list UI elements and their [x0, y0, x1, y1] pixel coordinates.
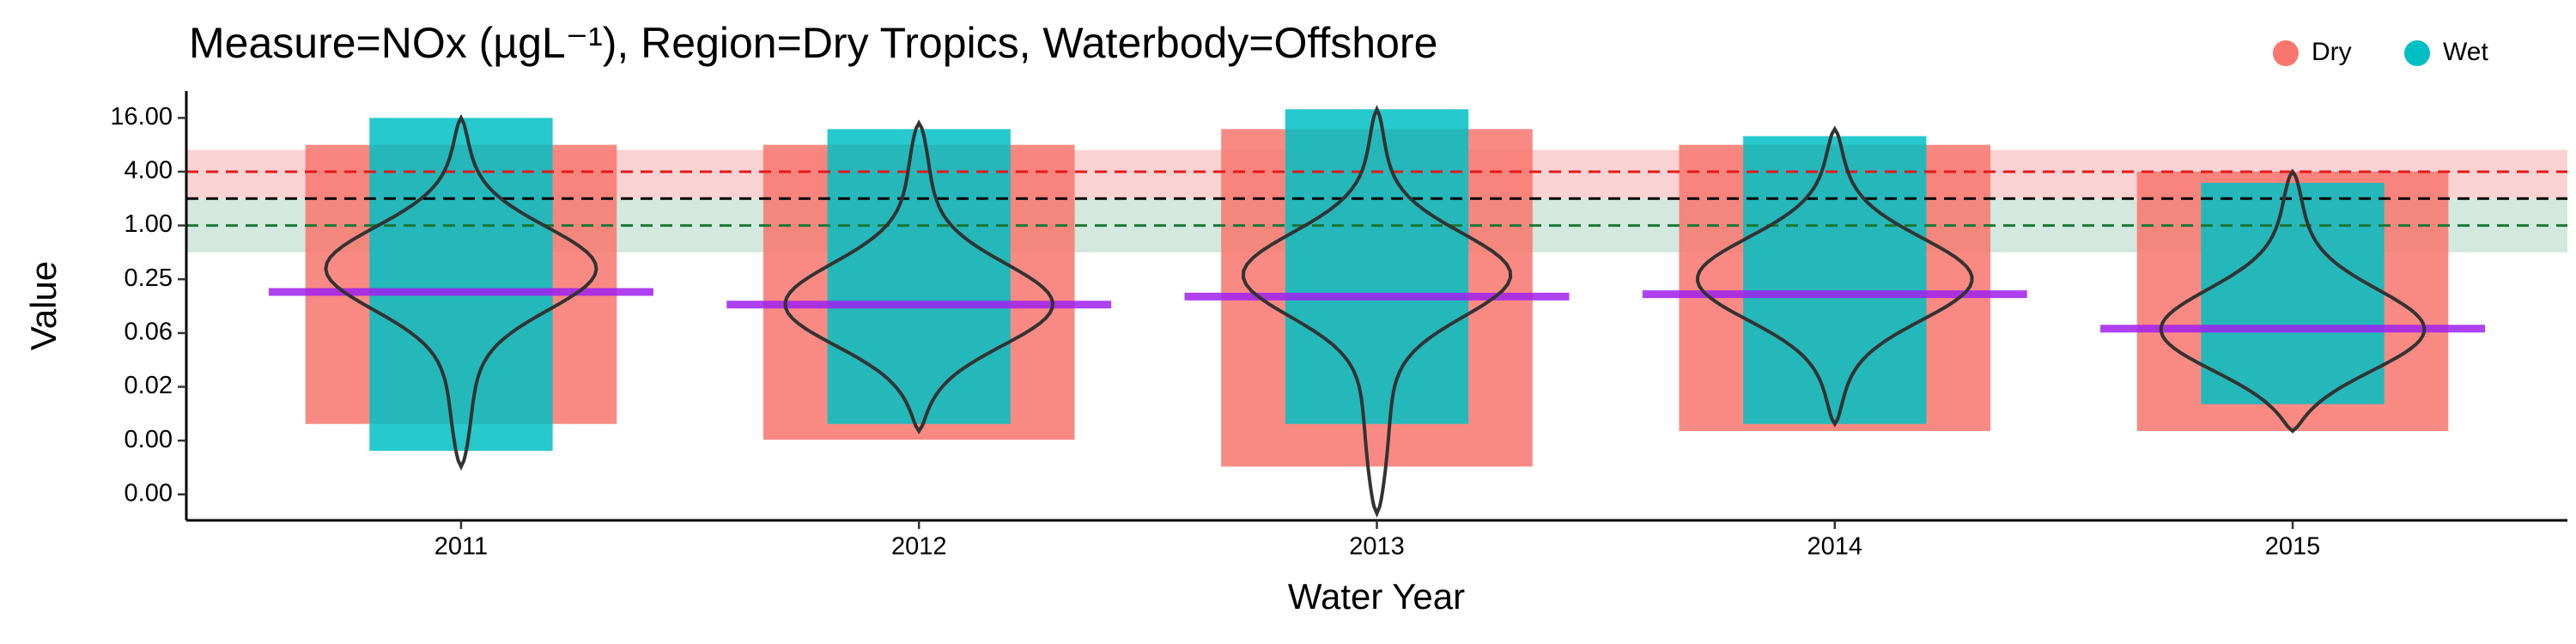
- y-axis-title: Value: [23, 261, 64, 350]
- observation-cloud: [2201, 182, 2385, 404]
- y-tick-label: 0.02: [125, 372, 173, 399]
- x-tick-label: 2014: [1807, 533, 1863, 561]
- x-tick-label: 2013: [1349, 533, 1405, 561]
- violin: [1241, 105, 1513, 518]
- y-tick-label: 4.00: [125, 157, 173, 185]
- y-tick-label: 0.25: [125, 264, 173, 292]
- y-tick-label: 0.06: [125, 319, 173, 346]
- y-tick-label: 0.00: [125, 479, 173, 507]
- x-tick-label: 2011: [434, 533, 488, 561]
- legend-label: Wet: [2443, 38, 2488, 66]
- y-tick-label: 16.00: [110, 103, 173, 131]
- violin: [324, 113, 598, 471]
- legend-label: Dry: [2312, 38, 2352, 66]
- y-tick-label: 0.00: [125, 426, 173, 453]
- violin: [2159, 168, 2427, 434]
- x-tick-label: 2015: [2265, 533, 2321, 561]
- x-axis-title: Water Year: [1288, 576, 1465, 617]
- legend-marker: [2404, 40, 2430, 66]
- observation-cloud: [369, 118, 553, 452]
- observation-cloud: [827, 129, 1011, 424]
- chart-title: Measure=NOx (µgL⁻¹), Region=Dry Tropics,…: [189, 19, 1437, 67]
- observation-cloud: [1743, 136, 1927, 424]
- observation-cloud: [1285, 109, 1469, 424]
- violin: [783, 119, 1055, 434]
- x-tick-label: 2012: [891, 533, 947, 561]
- y-tick-label: 1.00: [125, 210, 173, 238]
- legend-marker: [2273, 40, 2299, 66]
- violin: [1696, 125, 1974, 428]
